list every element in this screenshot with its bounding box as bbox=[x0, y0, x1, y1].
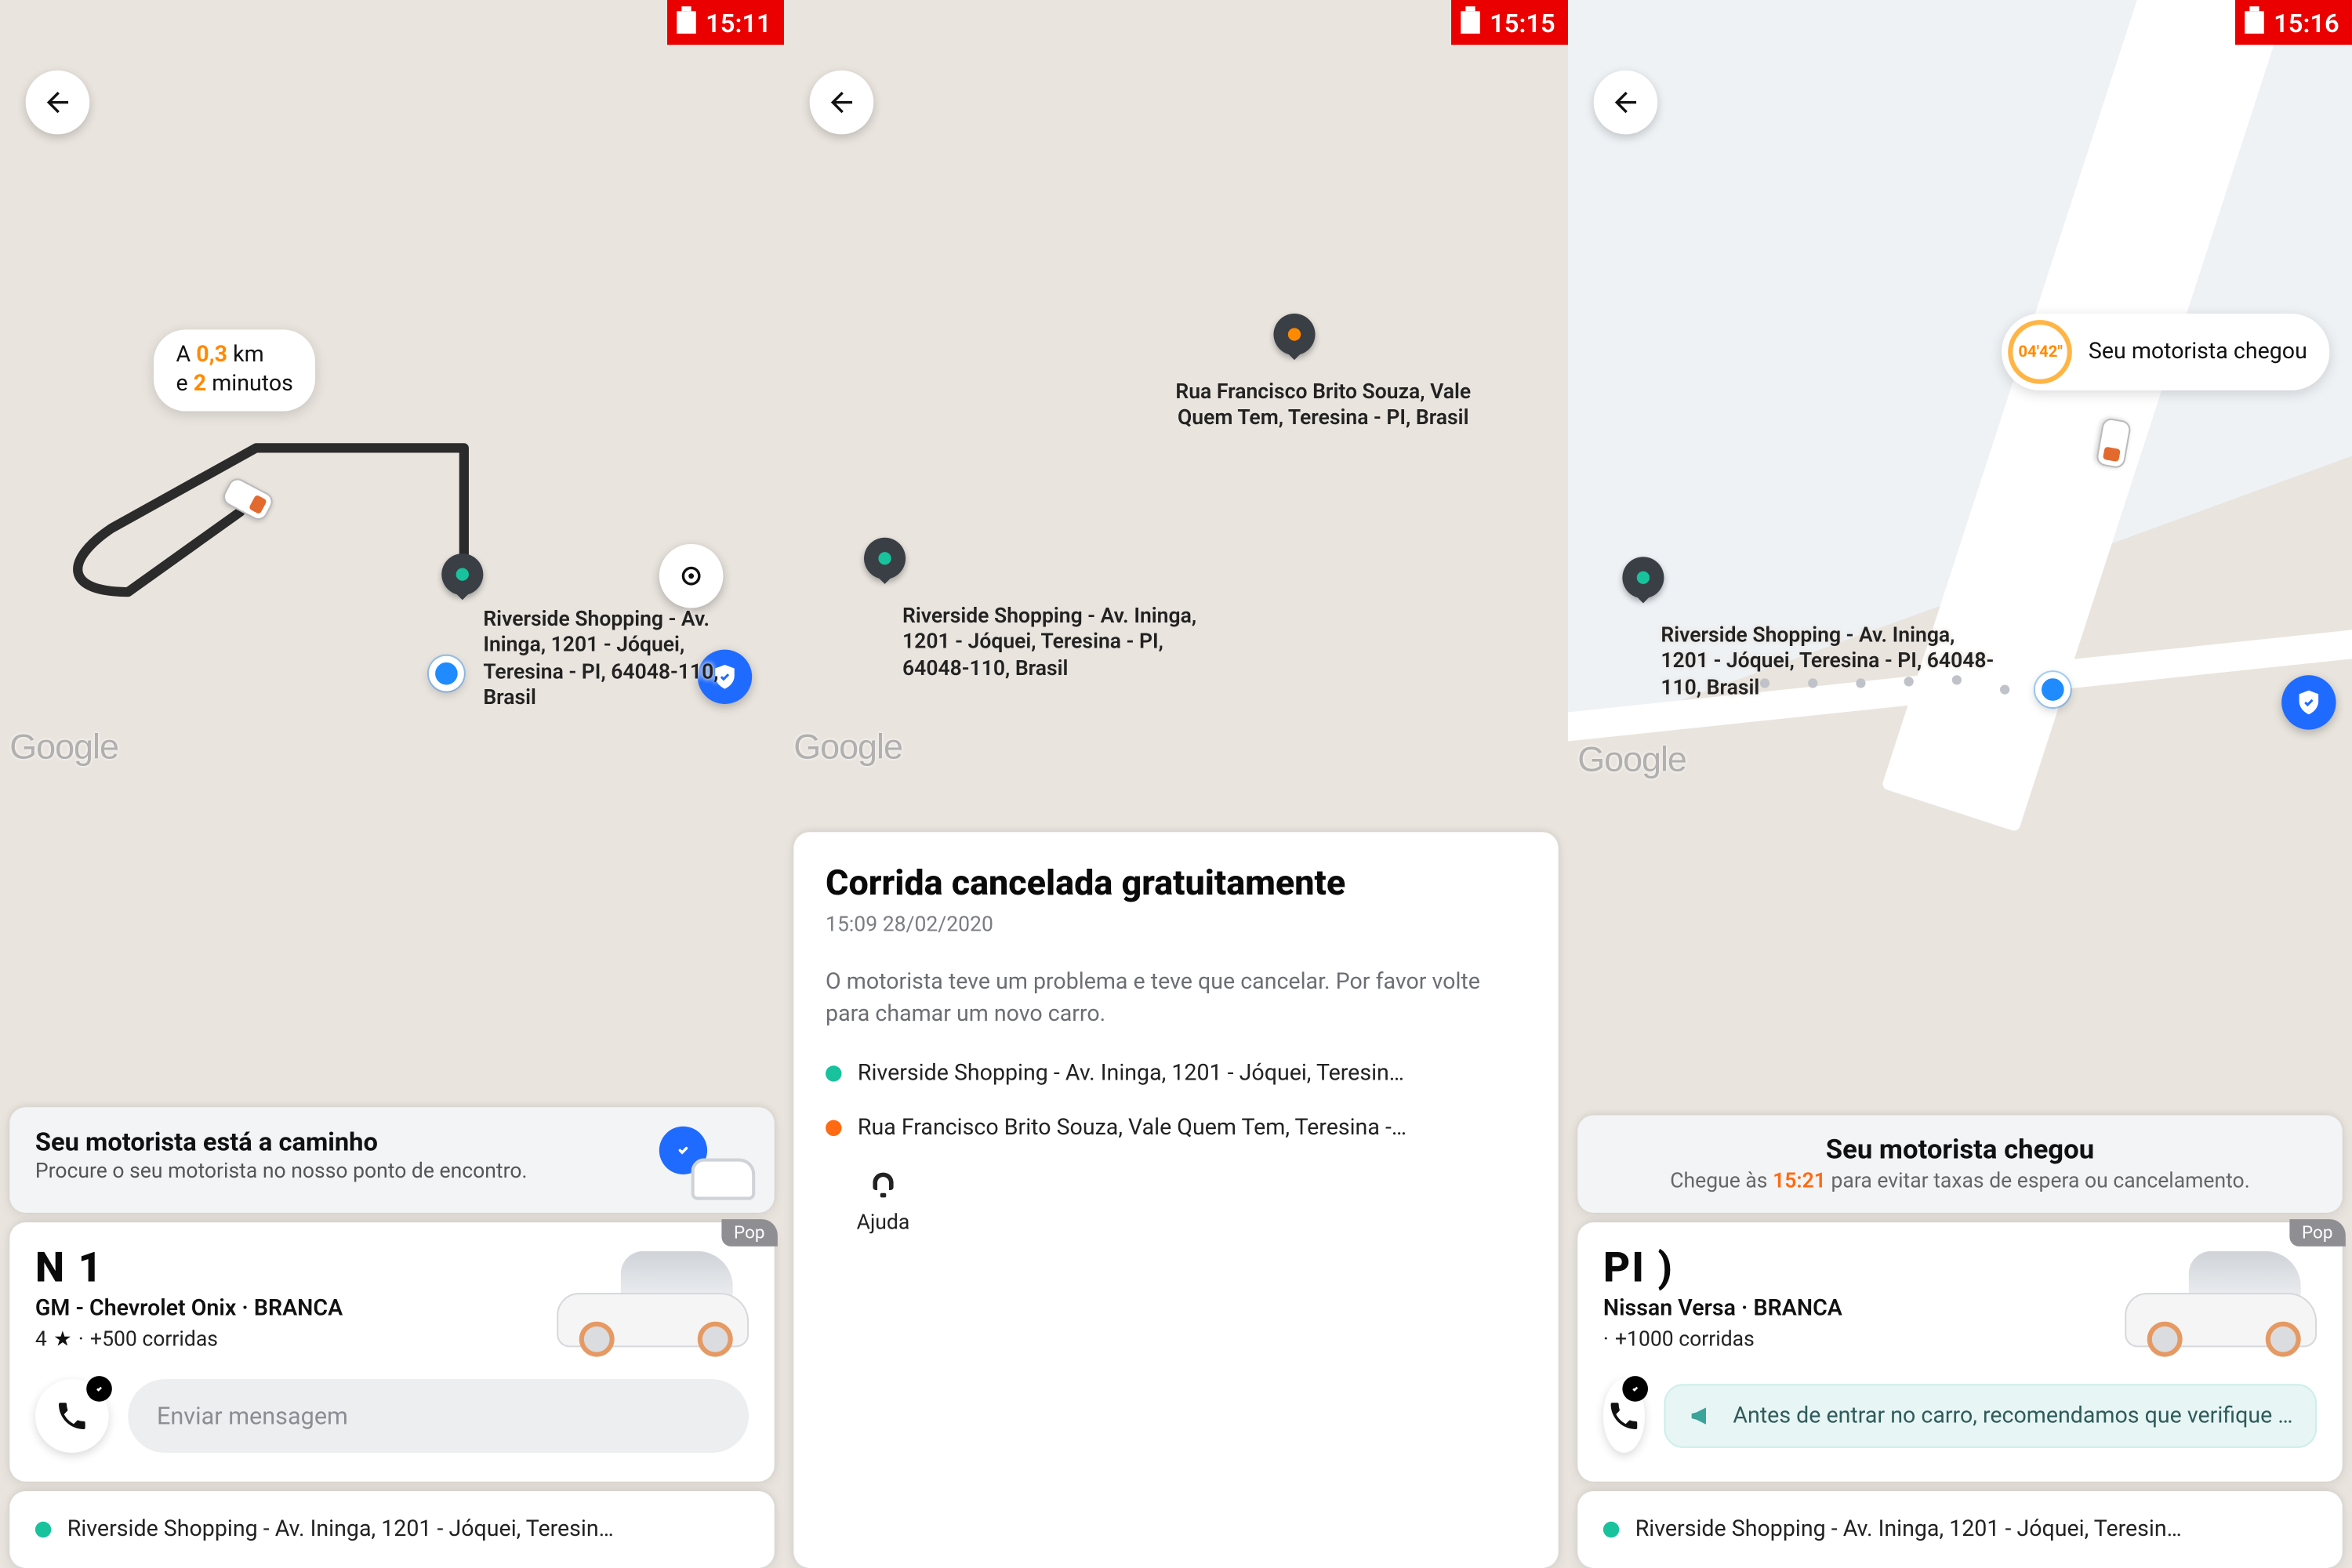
driver-card: Pop N 1 GM - Chevrolet Onix · BRANCA 4★·… bbox=[9, 1222, 775, 1482]
status-time: 15:15 bbox=[1451, 0, 1568, 45]
header-card: Seu motorista está a caminho Procure o s… bbox=[9, 1107, 775, 1213]
wait-timer: 04'42" bbox=[2009, 320, 2073, 384]
header-sub: Chegue às 15:21 para evitar taxas de esp… bbox=[1603, 1170, 2317, 1194]
cancel-pickup-row: Riverside Shopping - Av. Ininga, 1201 - … bbox=[826, 1054, 1526, 1092]
cancel-message: O motorista teve um problema e teve que … bbox=[826, 967, 1526, 1032]
pickup-dot-icon bbox=[826, 1065, 841, 1080]
license-plate: PI ) bbox=[1603, 1245, 2109, 1293]
locate-me-button[interactable] bbox=[659, 544, 724, 608]
destination-dot-icon bbox=[826, 1120, 841, 1135]
pickup-dot-icon bbox=[35, 1522, 51, 1537]
cancel-dest-row: Rua Francisco Brito Souza, Vale Quem Tem… bbox=[826, 1108, 1526, 1146]
vehicle-model: GM - Chevrolet Onix · BRANCA bbox=[35, 1296, 541, 1322]
back-button[interactable] bbox=[1594, 71, 1658, 135]
driver-card: Pop PI ) Nissan Versa · BRANCA ·+1000 co… bbox=[1577, 1222, 2343, 1482]
cancel-timestamp: 15:09 28/02/2020 bbox=[826, 913, 1526, 938]
pickup-address-label: Riverside Shopping - Av. Ininga, 1201 - … bbox=[902, 604, 1222, 682]
arrived-pill-text: Seu motorista chegou bbox=[2089, 339, 2307, 365]
header-sub: Procure o seu motorista no nosso ponto d… bbox=[35, 1160, 644, 1185]
battery-icon bbox=[2245, 11, 2263, 34]
map-attribution: Google bbox=[793, 727, 902, 768]
destination-address-label: Rua Francisco Brito Souza, Vale Quem Tem… bbox=[1155, 381, 1491, 433]
car-image bbox=[557, 1245, 749, 1357]
screen-driver-enroute: A 0,3 km e 2 minutos Riverside Shopping … bbox=[0, 0, 784, 1568]
map-attribution: Google bbox=[1577, 739, 1686, 781]
screen-ride-cancelled: Rua Francisco Brito Souza, Vale Quem Tem… bbox=[784, 0, 1568, 1568]
status-time: 15:11 bbox=[667, 0, 784, 45]
help-button[interactable]: Ajuda bbox=[826, 1169, 941, 1235]
pickup-pin[interactable] bbox=[1622, 557, 1664, 598]
vehicle-model: Nissan Versa · BRANCA bbox=[1603, 1296, 2109, 1322]
road-segment bbox=[1881, 0, 2295, 833]
battery-icon bbox=[1461, 11, 1479, 34]
pickup-address-card[interactable]: Riverside Shopping - Av. Ininga, 1201 - … bbox=[1577, 1491, 2343, 1568]
message-input[interactable]: Enviar mensagem bbox=[128, 1379, 749, 1453]
pickup-address-text: Riverside Shopping - Av. Ininga, 1201 - … bbox=[1635, 1517, 2317, 1543]
verified-badge-icon bbox=[1623, 1376, 1649, 1402]
pickup-pin[interactable] bbox=[864, 538, 906, 579]
pickup-pin[interactable] bbox=[441, 554, 483, 595]
cancel-title: Corrida cancelada gratuitamente bbox=[826, 864, 1526, 904]
screen-driver-arrived: 04'42" Seu motorista chegou Riverside Sh… bbox=[1568, 0, 2352, 1568]
safety-tip[interactable]: Antes de entrar no carro, recomendamos q… bbox=[1664, 1384, 2317, 1448]
pickup-dot-icon bbox=[1603, 1522, 1619, 1537]
safety-shield-badge[interactable] bbox=[2281, 675, 2336, 729]
megaphone-icon bbox=[1688, 1402, 1717, 1431]
arrived-pill: 04'42" Seu motorista chegou bbox=[2002, 314, 2330, 390]
user-location-dot bbox=[2035, 672, 2071, 707]
star-icon: ★ bbox=[53, 1328, 72, 1352]
header-title: Seu motorista está a caminho bbox=[35, 1127, 644, 1157]
bottom-sheet: Seu motorista está a caminho Procure o s… bbox=[0, 1098, 784, 1568]
map-attribution: Google bbox=[9, 727, 118, 768]
pickup-address-label: Riverside Shopping - Av. Ininga, 1201 - … bbox=[1661, 624, 1997, 702]
verified-badge-icon bbox=[86, 1376, 112, 1402]
call-driver-button[interactable] bbox=[1603, 1379, 1645, 1453]
eta-pill: A 0,3 km e 2 minutos bbox=[154, 329, 316, 411]
status-bar: 15:11 bbox=[0, 0, 784, 45]
pickup-address-text: Riverside Shopping - Av. Ininga, 1201 - … bbox=[67, 1517, 749, 1543]
status-bar: 15:16 bbox=[1568, 0, 2352, 45]
back-button[interactable] bbox=[810, 71, 874, 135]
bottom-sheet: Seu motorista chegou Chegue às 15:21 par… bbox=[1568, 1105, 2352, 1568]
header-card: Seu motorista chegou Chegue às 15:21 par… bbox=[1577, 1115, 2343, 1212]
help-label: Ajuda bbox=[857, 1210, 910, 1235]
back-button[interactable] bbox=[26, 71, 90, 135]
license-plate: N 1 bbox=[35, 1245, 541, 1293]
cancel-card: Corrida cancelada gratuitamente 15:09 28… bbox=[793, 832, 1559, 1568]
destination-pin[interactable] bbox=[1273, 314, 1315, 355]
category-tag: Pop bbox=[721, 1219, 778, 1247]
category-tag: Pop bbox=[2289, 1219, 2346, 1247]
status-time: 15:16 bbox=[2235, 0, 2352, 45]
header-shield-car-icon bbox=[659, 1127, 749, 1194]
call-driver-button[interactable] bbox=[35, 1379, 109, 1453]
bottom-sheet: Corrida cancelada gratuitamente 15:09 28… bbox=[784, 822, 1568, 1568]
header-title: Seu motorista chegou bbox=[1603, 1134, 2317, 1167]
driver-rating: 4★·+500 corridas bbox=[35, 1328, 541, 1352]
pickup-address-card[interactable]: Riverside Shopping - Av. Ininga, 1201 - … bbox=[9, 1491, 775, 1568]
battery-icon bbox=[677, 11, 695, 34]
status-bar: 15:15 bbox=[784, 0, 1568, 45]
user-location-dot bbox=[429, 656, 464, 691]
car-image bbox=[2125, 1245, 2317, 1357]
pickup-address-label: Riverside Shopping - Av. Ininga, 1201 - … bbox=[483, 608, 755, 713]
driver-rides: ·+1000 corridas bbox=[1603, 1328, 2109, 1352]
